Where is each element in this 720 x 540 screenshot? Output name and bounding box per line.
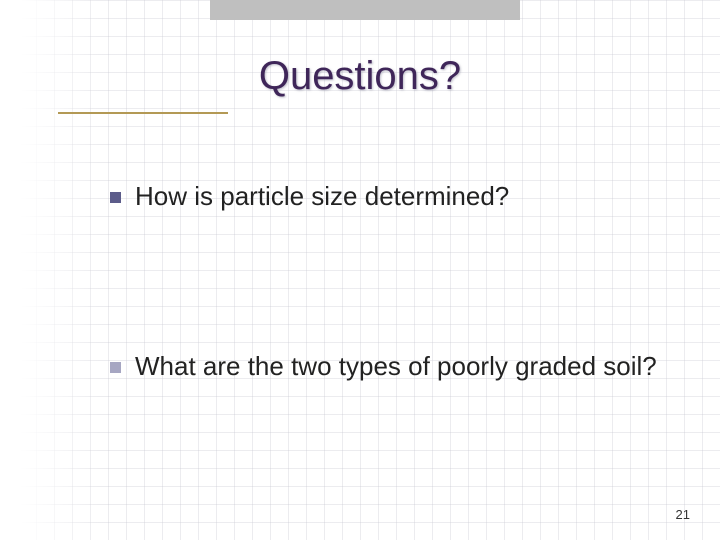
top-accent-bar: [210, 0, 520, 20]
bullet-2-text: What are the two types of poorly graded …: [135, 350, 657, 384]
bullet-1-block: How is particle size determined?: [110, 180, 660, 214]
bullet-2-block: What are the two types of poorly graded …: [110, 350, 660, 384]
slide-title: Questions?: [0, 54, 720, 99]
square-bullet-icon: [110, 192, 121, 203]
square-bullet-icon: [110, 362, 121, 373]
bullet-1-text: How is particle size determined?: [135, 180, 509, 214]
page-number: 21: [676, 507, 690, 522]
title-underline: [58, 112, 228, 114]
